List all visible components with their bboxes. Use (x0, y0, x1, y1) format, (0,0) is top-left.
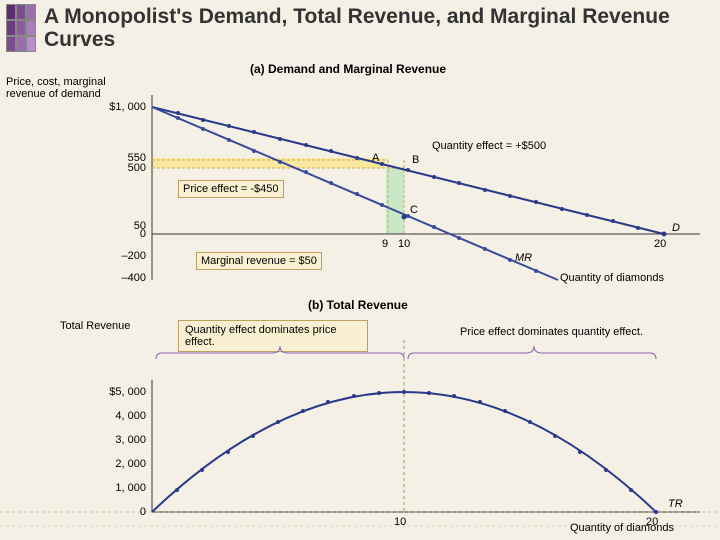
xtick-10: 10 (398, 238, 410, 250)
point-c-label: C (410, 204, 418, 216)
quantity-effect-annot: Quantity effect = +$500 (432, 140, 546, 152)
ytick-b: 3, 000 (96, 434, 146, 446)
ytick-b: 0 (96, 506, 146, 518)
xtick-20: 20 (654, 238, 666, 250)
shade-quantity-effect (386, 168, 404, 234)
tr-label: TR (668, 498, 683, 510)
ytick-b: 2, 000 (96, 458, 146, 470)
curly-left (156, 346, 404, 359)
ytick-a: –400 (96, 272, 146, 284)
xtick-9: 9 (382, 238, 388, 250)
point-b-label: B (412, 154, 419, 166)
ytick-b: $5, 000 (96, 386, 146, 398)
panel-b-ylabel: Total Revenue (60, 320, 140, 332)
panel-b-xlabel: Quantity of diamonds (570, 522, 674, 534)
ytick-a: 0 (96, 228, 146, 240)
curly-right (408, 346, 656, 359)
ytick-b: 1, 000 (96, 482, 146, 494)
ytick-a: 500 (96, 162, 146, 174)
xtick-b-10: 10 (394, 516, 406, 528)
mr-label: MR (515, 252, 532, 264)
d-label: D (672, 222, 680, 234)
panel-b-subtitle: (b) Total Revenue (308, 298, 408, 312)
point-a-label: A (372, 152, 379, 164)
panel-a-xlabel: Quantity of diamonds (560, 272, 664, 284)
right-note: Price effect dominates quantity effect. (460, 326, 643, 338)
ytick-b: 4, 000 (96, 410, 146, 422)
marginal-revenue-box: Marginal revenue = $50 (196, 252, 322, 270)
price-effect-box: Price effect = -$450 (178, 180, 284, 198)
point-c-dot (402, 215, 407, 220)
ytick-a: $1, 000 (96, 101, 146, 113)
ytick-a: –200 (96, 250, 146, 262)
tr-dots (175, 390, 658, 514)
